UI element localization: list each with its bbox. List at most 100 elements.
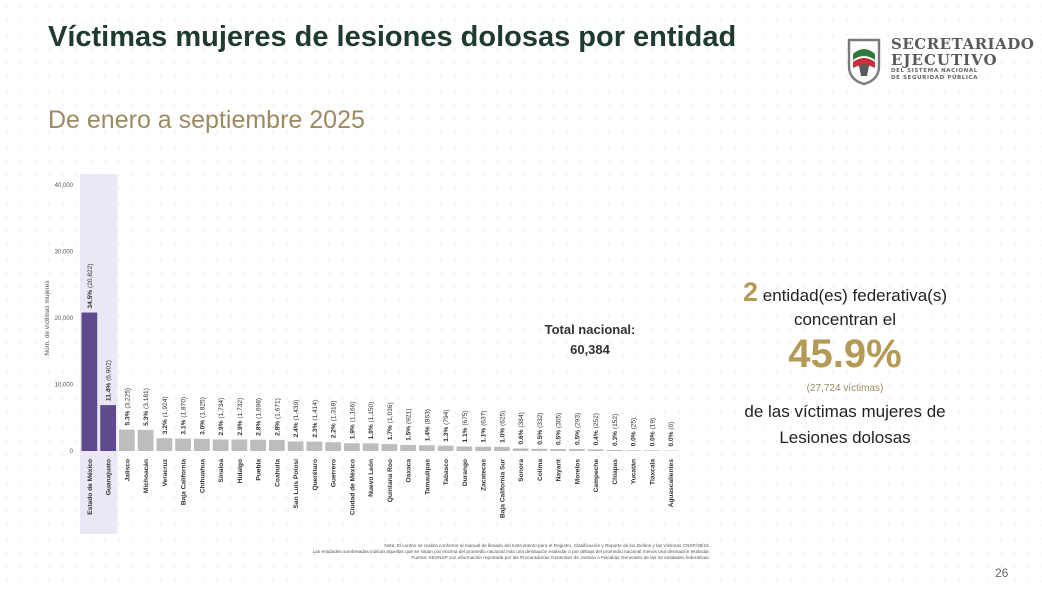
- bar-chart: 0 10,000 20,000 30,000 40,000 Núm. de víctima…: [44, 174, 679, 534]
- value-label: 2.4% (1,439): [293, 400, 300, 438]
- category-label: Ciudad de México: [349, 459, 356, 515]
- value-label: 3.0% (1,825): [199, 397, 206, 435]
- category-label: Chiapas: [612, 459, 619, 485]
- page-number: 26: [995, 566, 1009, 580]
- category-label: Hidalgo: [237, 459, 244, 483]
- eagle-emblem-icon: [847, 38, 881, 86]
- total-label: Total nacional:: [544, 322, 636, 337]
- bar: [475, 446, 491, 451]
- value-label: 1.3% (794): [443, 409, 450, 441]
- logo-line-3: DEL SISTEMA NACIONAL: [891, 68, 978, 74]
- bar: [287, 441, 304, 451]
- bar: [456, 446, 473, 451]
- bar: [625, 450, 641, 451]
- value-label: 1.7% (1,036): [387, 402, 394, 440]
- value-label: 0.0% (19): [649, 418, 656, 447]
- value-label: 2.8% (1,698): [256, 398, 263, 436]
- secretariado-logo: SECRETARIADO EJECUTIVO DEL SISTEMA NACIO…: [843, 36, 1034, 86]
- value-label: 5.3% (3,225): [124, 388, 131, 426]
- value-label: 1.1% (637): [481, 410, 488, 442]
- y-axis-title: Núm. de víctimas mujeres: [44, 280, 51, 356]
- summary-line-1: 2 entidad(es) federativa(s): [705, 277, 985, 308]
- category-label: Campeche: [593, 459, 600, 493]
- footnote-line-2: Las entidades sombreadas indican aquella…: [312, 549, 710, 554]
- value-label: 11.4% (6,902): [106, 360, 113, 401]
- value-label: 1.0% (625): [499, 411, 506, 443]
- value-label: 2.9% (1,734): [218, 398, 225, 436]
- category-label: Quintana Roo: [387, 459, 394, 502]
- total-nacional: Total nacional: 60,384: [520, 320, 660, 360]
- summary-victims: (27,724 víctimas): [806, 383, 884, 394]
- bar: [531, 448, 548, 451]
- summary-panel: 2 entidad(es) federativa(s) concentran e…: [705, 277, 985, 450]
- bar: [494, 446, 510, 451]
- y-tick-label: 30,000: [55, 250, 74, 256]
- total-value: 60,384: [570, 342, 610, 357]
- value-label: 5.3% (3,181): [143, 388, 150, 426]
- category-label: Michoacán: [143, 459, 150, 493]
- bar: [344, 443, 360, 451]
- category-label: Jalisco: [124, 459, 131, 481]
- bar: [194, 438, 210, 451]
- logo-line-1: SECRETARIADO: [891, 35, 1035, 53]
- y-tick-label: 0: [70, 449, 74, 455]
- bar: [212, 439, 229, 451]
- footnote-line-1: Nota: El conteo se realiza conforme al m…: [384, 543, 710, 548]
- bar: [100, 405, 116, 451]
- value-label: 0.5% (305): [556, 413, 563, 445]
- summary-line-2: concentran el: [793, 310, 897, 329]
- bar: [587, 449, 604, 451]
- value-label: 0.4% (252): [593, 413, 600, 445]
- category-label: Durango: [462, 459, 469, 486]
- logo-line-4: DE SEGURIDAD PÚBLICA: [891, 75, 979, 81]
- bar: [306, 441, 323, 451]
- footnote-line-3: Fuente: SESNSP con información reportada…: [411, 555, 710, 560]
- category-label: Chihuahua: [199, 459, 206, 493]
- summary-line-4: Lesiones dolosas: [779, 428, 911, 447]
- bar: [137, 429, 154, 451]
- category-label: Nuevo León: [368, 459, 375, 497]
- footnote: Nota: El conteo se realiza conforme al m…: [110, 543, 710, 561]
- y-tick-label: 40,000: [55, 183, 74, 189]
- value-label: 0.5% (332): [537, 413, 544, 445]
- category-label: Querétaro: [312, 459, 319, 491]
- bar: [569, 449, 585, 451]
- category-label: Coahuila: [274, 459, 281, 487]
- bar: [156, 438, 173, 451]
- value-label: 2.8% (1,671): [274, 398, 281, 436]
- summary-count: 2: [742, 277, 759, 307]
- value-label: 34.5% (20,822): [87, 263, 94, 308]
- category-label: Tabasco: [443, 459, 450, 485]
- value-label: 1.9% (1,166): [349, 401, 356, 439]
- value-label: 2.2% (1,318): [331, 400, 338, 438]
- value-label: 1.1% (675): [462, 410, 469, 442]
- category-label: Morelos: [574, 459, 581, 485]
- category-label: Guerrero: [331, 459, 338, 487]
- bar: [419, 445, 435, 451]
- bar: [119, 429, 135, 451]
- category-label: Veracruz: [162, 458, 169, 486]
- bar: [381, 444, 398, 451]
- value-label: 2.3% (1,414): [312, 400, 319, 438]
- category-label: Colima: [537, 459, 544, 481]
- category-label: Baja California: [181, 459, 188, 506]
- value-label: 3.2% (1,924): [162, 396, 169, 434]
- category-label: Tamaulipas: [424, 459, 431, 495]
- category-label: Yucatán: [631, 459, 638, 484]
- category-label: Estado de México: [87, 459, 94, 515]
- category-label: Baja California Sur: [499, 459, 506, 518]
- category-label: Zacatecas: [481, 459, 488, 491]
- bar: [325, 442, 341, 451]
- bar: [81, 312, 98, 451]
- category-label: Guanajuato: [106, 459, 113, 495]
- category-label: Tlaxcala: [649, 459, 656, 485]
- category-label: Sonora: [518, 459, 525, 482]
- logo-text: SECRETARIADO EJECUTIVO DEL SISTEMA NACIO…: [891, 36, 1034, 82]
- value-label: 1.9% (1,150): [368, 402, 375, 440]
- summary-percent: 45.9%: [788, 332, 902, 376]
- bar: [175, 438, 191, 451]
- bar: [400, 444, 416, 451]
- category-label: Puebla: [256, 459, 263, 481]
- bar: [250, 439, 266, 451]
